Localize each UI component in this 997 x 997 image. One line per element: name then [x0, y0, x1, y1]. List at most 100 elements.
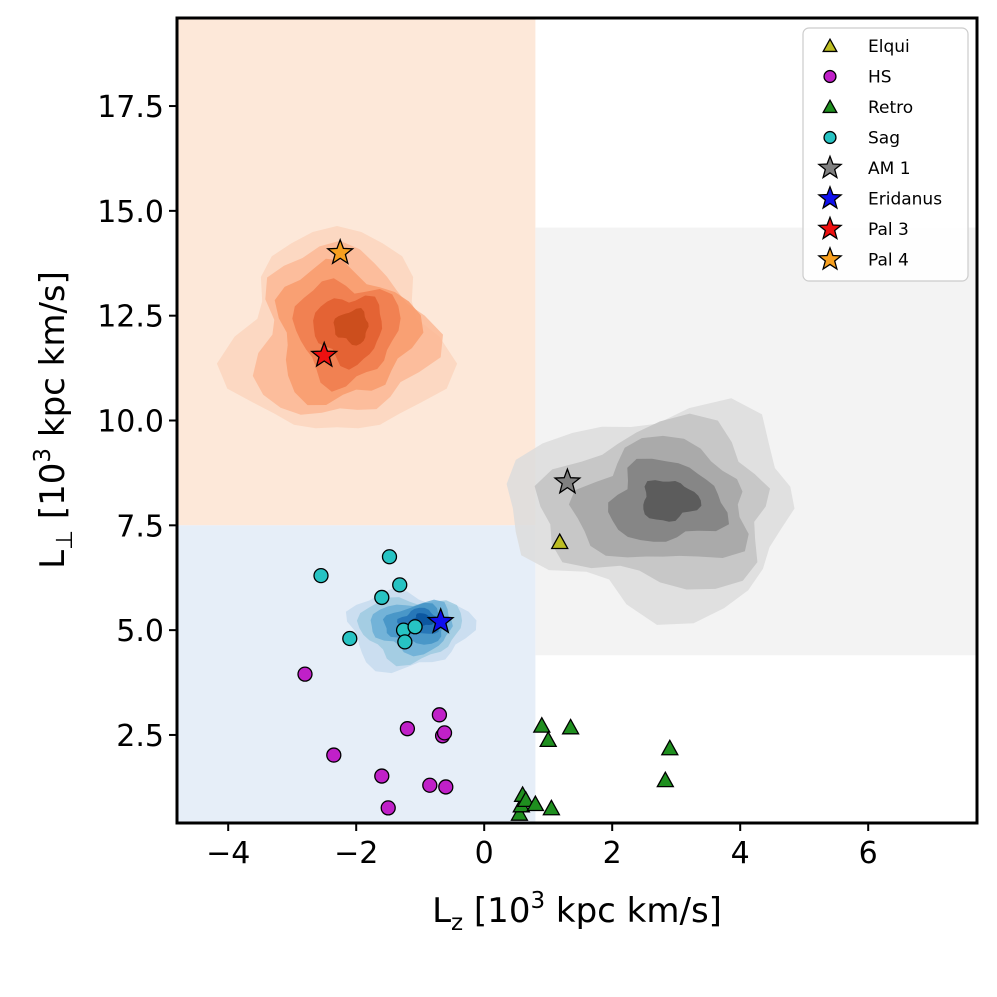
legend-entries: Elqui HS Retro Sag AM 1 Eridanus Pal 3 Pal 4 [817, 37, 942, 271]
point-hs-1 [326, 747, 342, 763]
legend-marker-pal-4 [817, 245, 843, 271]
x-axis-title: Lz [103 kpc km/s] [432, 888, 722, 936]
legend-entry-hs: HS [823, 68, 892, 88]
x-tick-label-2: 0 [475, 836, 494, 871]
legend-marker-eridanus [817, 184, 843, 210]
point-retro-0 [510, 804, 529, 821]
point-hs-2 [374, 768, 390, 784]
density-gray [506, 398, 795, 625]
point-elqui-0 [550, 532, 569, 550]
y-axis-title-sup: 3 [30, 448, 56, 463]
series-pal-4 [326, 237, 355, 265]
point-pal-3-0 [310, 340, 339, 368]
x-axis-title-main: L [432, 891, 451, 931]
series-elqui [550, 532, 569, 550]
background-regions [177, 18, 977, 823]
point-pal-4-0 [326, 237, 355, 265]
point-sag-1 [342, 630, 358, 647]
y-tick-label-3: 10.0 [97, 405, 164, 440]
point-eridanus-0 [426, 606, 455, 634]
series-retro [510, 716, 679, 821]
point-retro-9 [656, 770, 675, 788]
legend-entry-pal-4: Pal 4 [817, 245, 909, 271]
point-sag-7 [407, 619, 423, 635]
legend-entry-pal-3: Pal 3 [817, 215, 909, 241]
x-tick-label-0: −4 [206, 836, 250, 871]
legend-marker-hs [823, 69, 837, 84]
y-tick-label-0: 2.5 [116, 719, 164, 754]
legend-marker-pal-3 [817, 215, 843, 241]
x-tick-label-5: 6 [859, 836, 878, 871]
region-1 [177, 525, 536, 823]
point-retro-3 [516, 790, 535, 807]
y-axis-title-sub: ⊥ [52, 530, 78, 550]
series-eridanus [426, 606, 455, 634]
x-axis-title-sup: 3 [530, 888, 545, 914]
legend-entry-am-1: AM 1 [817, 154, 911, 180]
legend-label-retro: Retro [868, 98, 913, 118]
legend-label-elqui: Elqui [868, 37, 910, 57]
x-tick-label-1: −2 [334, 836, 378, 871]
point-hs-8 [436, 725, 453, 741]
point-hs-3 [380, 800, 396, 816]
point-sag-0 [313, 567, 329, 584]
legend-label-hs: HS [868, 68, 892, 88]
plot-area [177, 18, 977, 823]
point-hs-4 [399, 721, 416, 737]
x-axis-title-rest: [10 [463, 891, 530, 931]
legend-entry-elqui: Elqui [822, 37, 910, 57]
legend-marker-am-1 [817, 154, 843, 180]
y-tick-label-6: 17.5 [97, 90, 164, 125]
point-hs-6 [431, 707, 448, 723]
data-points [297, 237, 679, 821]
point-retro-4 [526, 794, 545, 812]
series-pal-3 [310, 340, 339, 368]
density-gray-level-4 [643, 480, 702, 522]
x-axis-ticks: −4 −2 0 2 4 6 [206, 823, 878, 871]
legend-label-pal-4: Pal 4 [868, 251, 909, 271]
point-sag-4 [392, 577, 408, 593]
point-am-1-0 [553, 467, 582, 495]
y-axis-title-rest: [10 [33, 463, 73, 530]
y-axis-title-unit: kpc km/s] [33, 271, 73, 448]
x-tick-label-3: 2 [603, 836, 622, 871]
legend: Elqui HS Retro Sag AM 1 Eridanus Pal 3 Pal 4 [802, 27, 969, 282]
y-tick-label-4: 12.5 [97, 300, 164, 335]
legend-marker-elqui [822, 37, 838, 53]
legend-label-am-1: AM 1 [868, 159, 911, 179]
legend-entry-eridanus: Eridanus [817, 184, 942, 210]
y-tick-label-1: 5.0 [116, 614, 164, 649]
y-axis-title: L⊥ [103 kpc km/s] [30, 271, 78, 569]
point-retro-10 [660, 739, 679, 756]
y-axis-title-main: L [33, 550, 73, 569]
point-retro-6 [539, 730, 558, 748]
point-hs-0 [297, 666, 313, 682]
point-sag-6 [397, 634, 413, 650]
x-tick-label-4: 4 [731, 836, 750, 871]
series-sag [313, 549, 423, 650]
density-orange-level-5 [333, 308, 369, 346]
legend-label-pal-3: Pal 3 [868, 220, 909, 240]
y-tick-label-2: 7.5 [116, 509, 164, 544]
y-tick-label-5: 15.0 [97, 195, 164, 230]
legend-box [802, 27, 969, 282]
density-contours [216, 226, 795, 674]
point-retro-8 [561, 718, 580, 735]
legend-entry-sag: Sag [823, 129, 900, 149]
series-am-1 [553, 467, 582, 495]
legend-marker-sag [823, 130, 837, 145]
point-retro-5 [532, 716, 551, 733]
point-hs-5 [422, 777, 438, 793]
x-axis-title-sub: z [451, 910, 463, 936]
point-sag-3 [381, 549, 398, 565]
density-orange [216, 226, 458, 429]
legend-entry-retro: Retro [822, 98, 913, 118]
legend-marker-retro [822, 98, 838, 114]
point-sag-2 [374, 589, 390, 606]
point-retro-7 [542, 798, 561, 816]
x-axis-title-unit: kpc km/s] [545, 891, 722, 931]
legend-label-eridanus: Eridanus [868, 190, 942, 210]
series-hs [297, 666, 454, 816]
legend-label-sag: Sag [868, 129, 900, 149]
